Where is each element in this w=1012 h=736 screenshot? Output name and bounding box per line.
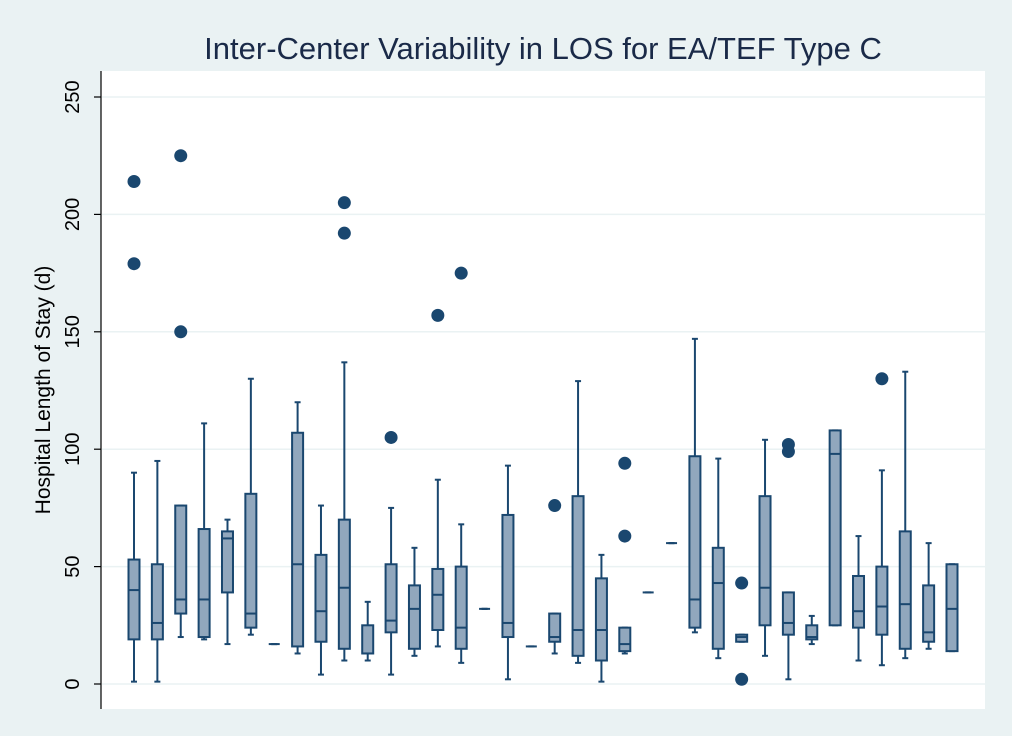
outlier-point [735, 576, 749, 590]
outlier-point [337, 196, 351, 210]
y-tick-label: 0 [62, 678, 84, 689]
box-group [384, 430, 398, 676]
box-iqr [384, 563, 398, 634]
box-iqr [735, 633, 749, 643]
box-group [431, 308, 445, 648]
outlier-point [127, 257, 141, 271]
box-iqr [594, 577, 608, 662]
box-group [852, 535, 866, 662]
box-group [922, 542, 936, 650]
box-group [758, 438, 772, 657]
box-iqr [220, 530, 234, 594]
box-iqr [571, 495, 585, 657]
box-group [594, 553, 608, 683]
outlier-point [548, 499, 562, 513]
box-iqr [244, 492, 258, 629]
box-iqr [945, 563, 959, 653]
box-iqr [174, 504, 188, 615]
outlier-point [174, 325, 188, 339]
box-group [150, 459, 164, 683]
y-axis-ticks: 0 50 100 150 200 250 [62, 80, 101, 690]
box-group [548, 499, 562, 655]
boxes [127, 149, 959, 686]
box-iqr [291, 431, 305, 648]
box-iqr [197, 528, 211, 639]
box-group [898, 370, 912, 660]
box-iqr [407, 584, 421, 650]
outlier-point [431, 308, 445, 322]
box-group [314, 504, 328, 676]
box-iqr [922, 584, 936, 643]
y-axis-label: Hospital Length of Stay (d) [32, 266, 55, 515]
outlier-point [618, 456, 632, 470]
box-group [220, 518, 234, 646]
box-group [454, 266, 468, 664]
box-iqr [150, 563, 164, 641]
box-group [618, 456, 632, 655]
outlier-point [127, 175, 141, 189]
y-tick-label: 150 [62, 315, 84, 348]
outlier-point [735, 672, 749, 686]
box-iqr [548, 612, 562, 643]
box-iqr [758, 495, 772, 627]
box-iqr [875, 565, 889, 636]
box-iqr [127, 558, 141, 641]
box-group [337, 196, 351, 662]
outlier-point [384, 430, 398, 444]
box-group [735, 576, 749, 686]
outlier-point [781, 438, 795, 452]
box-group [407, 546, 421, 657]
box-group [244, 377, 258, 636]
box-iqr [361, 624, 375, 655]
box-iqr [828, 429, 842, 627]
box-iqr [805, 624, 819, 641]
y-tick-label: 250 [62, 80, 84, 113]
box-iqr [688, 455, 702, 629]
box-group [945, 563, 959, 653]
y-tick-label: 200 [62, 198, 84, 231]
y-tick-label: 100 [62, 433, 84, 466]
box-group [711, 457, 725, 660]
box-iqr [711, 546, 725, 650]
box-group [361, 600, 375, 662]
box-group [197, 422, 211, 641]
box-group [781, 438, 795, 681]
box-iqr [781, 591, 795, 636]
box-group [501, 464, 515, 681]
box-group [127, 175, 141, 683]
box-iqr [618, 626, 632, 653]
box-iqr [431, 567, 445, 631]
box-iqr [852, 574, 866, 629]
y-tick-label: 50 [62, 555, 84, 577]
outlier-point [337, 226, 351, 240]
box-group [805, 614, 819, 646]
box-group [571, 380, 585, 664]
outlier-point [454, 266, 468, 280]
box-iqr [337, 518, 351, 650]
box-iqr [898, 530, 912, 650]
box-iqr [501, 513, 515, 639]
box-group [291, 401, 305, 655]
outlier-point [174, 149, 188, 163]
box-group [828, 429, 842, 627]
outlier-point [875, 372, 889, 386]
box-group [688, 337, 702, 634]
box-iqr [454, 565, 468, 650]
box-group [875, 372, 889, 667]
box-iqr [314, 553, 328, 643]
outlier-point [618, 529, 632, 543]
box-group [174, 149, 188, 639]
chart-title: Inter-Center Variability in LOS for EA/T… [204, 31, 882, 66]
